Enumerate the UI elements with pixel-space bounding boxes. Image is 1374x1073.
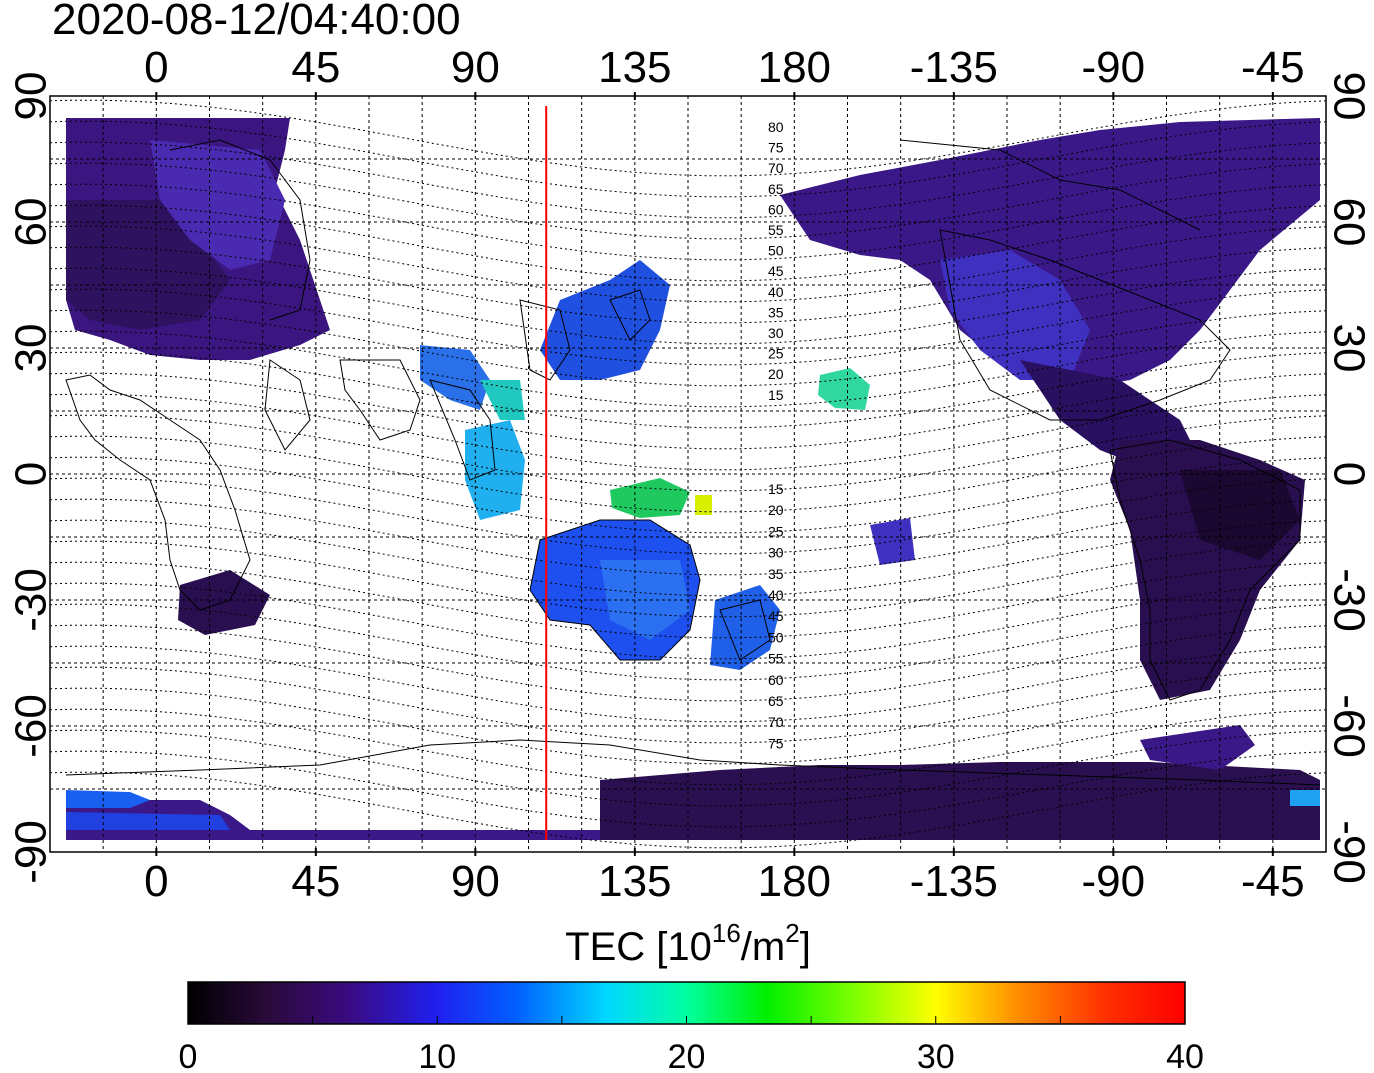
bottom-tick-mark	[952, 848, 955, 856]
left-lat-tick-label: 30	[7, 324, 56, 373]
plot-frame	[49, 95, 1327, 853]
top-tick-mark	[793, 92, 796, 100]
left-lat-tick-label: 60	[7, 198, 56, 247]
right-lat-tick-label: -90	[1324, 820, 1373, 884]
colorbar-tick-label: 20	[668, 1038, 706, 1073]
frame-ticks	[155, 92, 1274, 856]
contour-label-north: 50	[768, 243, 784, 259]
contour-label-north: 65	[768, 181, 784, 197]
contour-label-south: 65	[768, 693, 784, 709]
left-lat-tick-label: -90	[7, 820, 56, 884]
colorbar-title: TEC [1016/m2]	[565, 918, 811, 969]
colorbar-ticks: 0 10 20 30 40	[179, 1016, 1204, 1073]
left-lat-tick-label: -30	[7, 568, 56, 632]
left-lat-tick-label: 90	[7, 72, 56, 121]
bottom-tick-mark	[1112, 848, 1115, 856]
right-lat-tick-label: 90	[1324, 72, 1373, 121]
right-lat-tick-label: -60	[1324, 694, 1373, 758]
bottom-tick-mark	[155, 848, 158, 856]
contour-label-south: 35	[768, 566, 784, 582]
left-lat-tick-label: -60	[7, 694, 56, 758]
contour-label-south: 70	[768, 714, 784, 730]
lat-lon-grid	[50, 96, 1326, 852]
axis-tick-labels: 0 45 90 135 180 -135 -90 -450 45 90 135 180 -135 -90-…	[7, 43, 1374, 906]
top-lon-tick-label: 90	[451, 43, 500, 92]
top-tick-mark	[474, 92, 477, 100]
bottom-tick-mark	[474, 848, 477, 856]
top-lon-tick-label: 135	[598, 43, 671, 92]
top-lon-tick-label: -90	[1082, 43, 1146, 92]
contour-label-south: 50	[768, 629, 784, 645]
contour-label-south: 20	[768, 502, 784, 518]
contour-labels: 80 75 70 65 60 55 50 45 40 35 30 25 20 15 15 20 25 30 35 40…	[768, 119, 784, 751]
top-tick-mark	[155, 92, 158, 100]
bottom-lon-tick-label: -135	[910, 857, 998, 906]
colorbar: TEC [1016/m2] 0 10 20 30 40	[179, 918, 1204, 1073]
contour-label-south: 55	[768, 651, 784, 667]
contour-label-south: 15	[768, 481, 784, 497]
contour-label-north: 20	[768, 366, 784, 382]
top-tick-mark	[314, 92, 317, 100]
contour-label-north: 70	[768, 160, 784, 176]
contour-label-north: 30	[768, 325, 784, 341]
plot-area	[50, 96, 1326, 852]
right-lat-tick-label: 60	[1324, 198, 1373, 247]
contour-label-north: 45	[768, 263, 784, 279]
bottom-lon-tick-label: -90	[1082, 857, 1146, 906]
bottom-lon-tick-label: 0	[144, 857, 168, 906]
contour-label-north: 35	[768, 304, 784, 320]
top-tick-mark	[1112, 92, 1115, 100]
top-tick-mark	[633, 92, 636, 100]
bottom-tick-mark	[1271, 848, 1274, 856]
contour-label-north: 25	[768, 346, 784, 362]
left-lat-tick-label: 0	[7, 462, 56, 486]
bottom-tick-mark	[793, 848, 796, 856]
top-lon-tick-label: 45	[291, 43, 340, 92]
timestamp-title: 2020-08-12/04:40:00	[52, 0, 461, 44]
bottom-tick-mark	[633, 848, 636, 856]
colorbar-tick-label: 30	[917, 1038, 955, 1073]
contour-label-north: 60	[768, 201, 784, 217]
contour-label-north: 15	[768, 387, 784, 403]
bottom-lon-tick-label: 45	[291, 857, 340, 906]
right-lat-tick-label: 30	[1324, 324, 1373, 373]
coastlines	[65, 139, 1321, 786]
colorbar-tick-label: 40	[1166, 1038, 1204, 1073]
contour-label-north: 40	[768, 284, 784, 300]
top-lon-tick-label: 180	[758, 43, 831, 92]
contour-label-north: 75	[768, 140, 784, 156]
top-lon-tick-label: -45	[1241, 43, 1305, 92]
bottom-tick-mark	[314, 848, 317, 856]
colorbar-tick-label: 10	[418, 1038, 456, 1073]
top-lon-tick-label: 0	[144, 43, 168, 92]
contour-label-north: 80	[768, 119, 784, 135]
contour-label-south: 45	[768, 608, 784, 624]
bottom-lon-tick-label: 90	[451, 857, 500, 906]
bottom-lon-tick-label: 180	[758, 857, 831, 906]
contour-label-south: 25	[768, 523, 784, 539]
contour-label-north: 55	[768, 222, 784, 238]
right-lat-tick-label: 0	[1324, 462, 1373, 486]
bottom-lon-tick-label: 135	[598, 857, 671, 906]
contour-label-south: 40	[768, 587, 784, 603]
contour-label-south: 75	[768, 735, 784, 751]
right-lat-tick-label: -30	[1324, 568, 1373, 632]
top-tick-mark	[1271, 92, 1274, 100]
colorbar-tick-label: 0	[179, 1038, 198, 1073]
bottom-lon-tick-label: -45	[1241, 857, 1305, 906]
contour-label-south: 60	[768, 672, 784, 688]
top-lon-tick-label: -135	[910, 43, 998, 92]
top-tick-mark	[952, 92, 955, 100]
contour-label-south: 30	[768, 545, 784, 561]
